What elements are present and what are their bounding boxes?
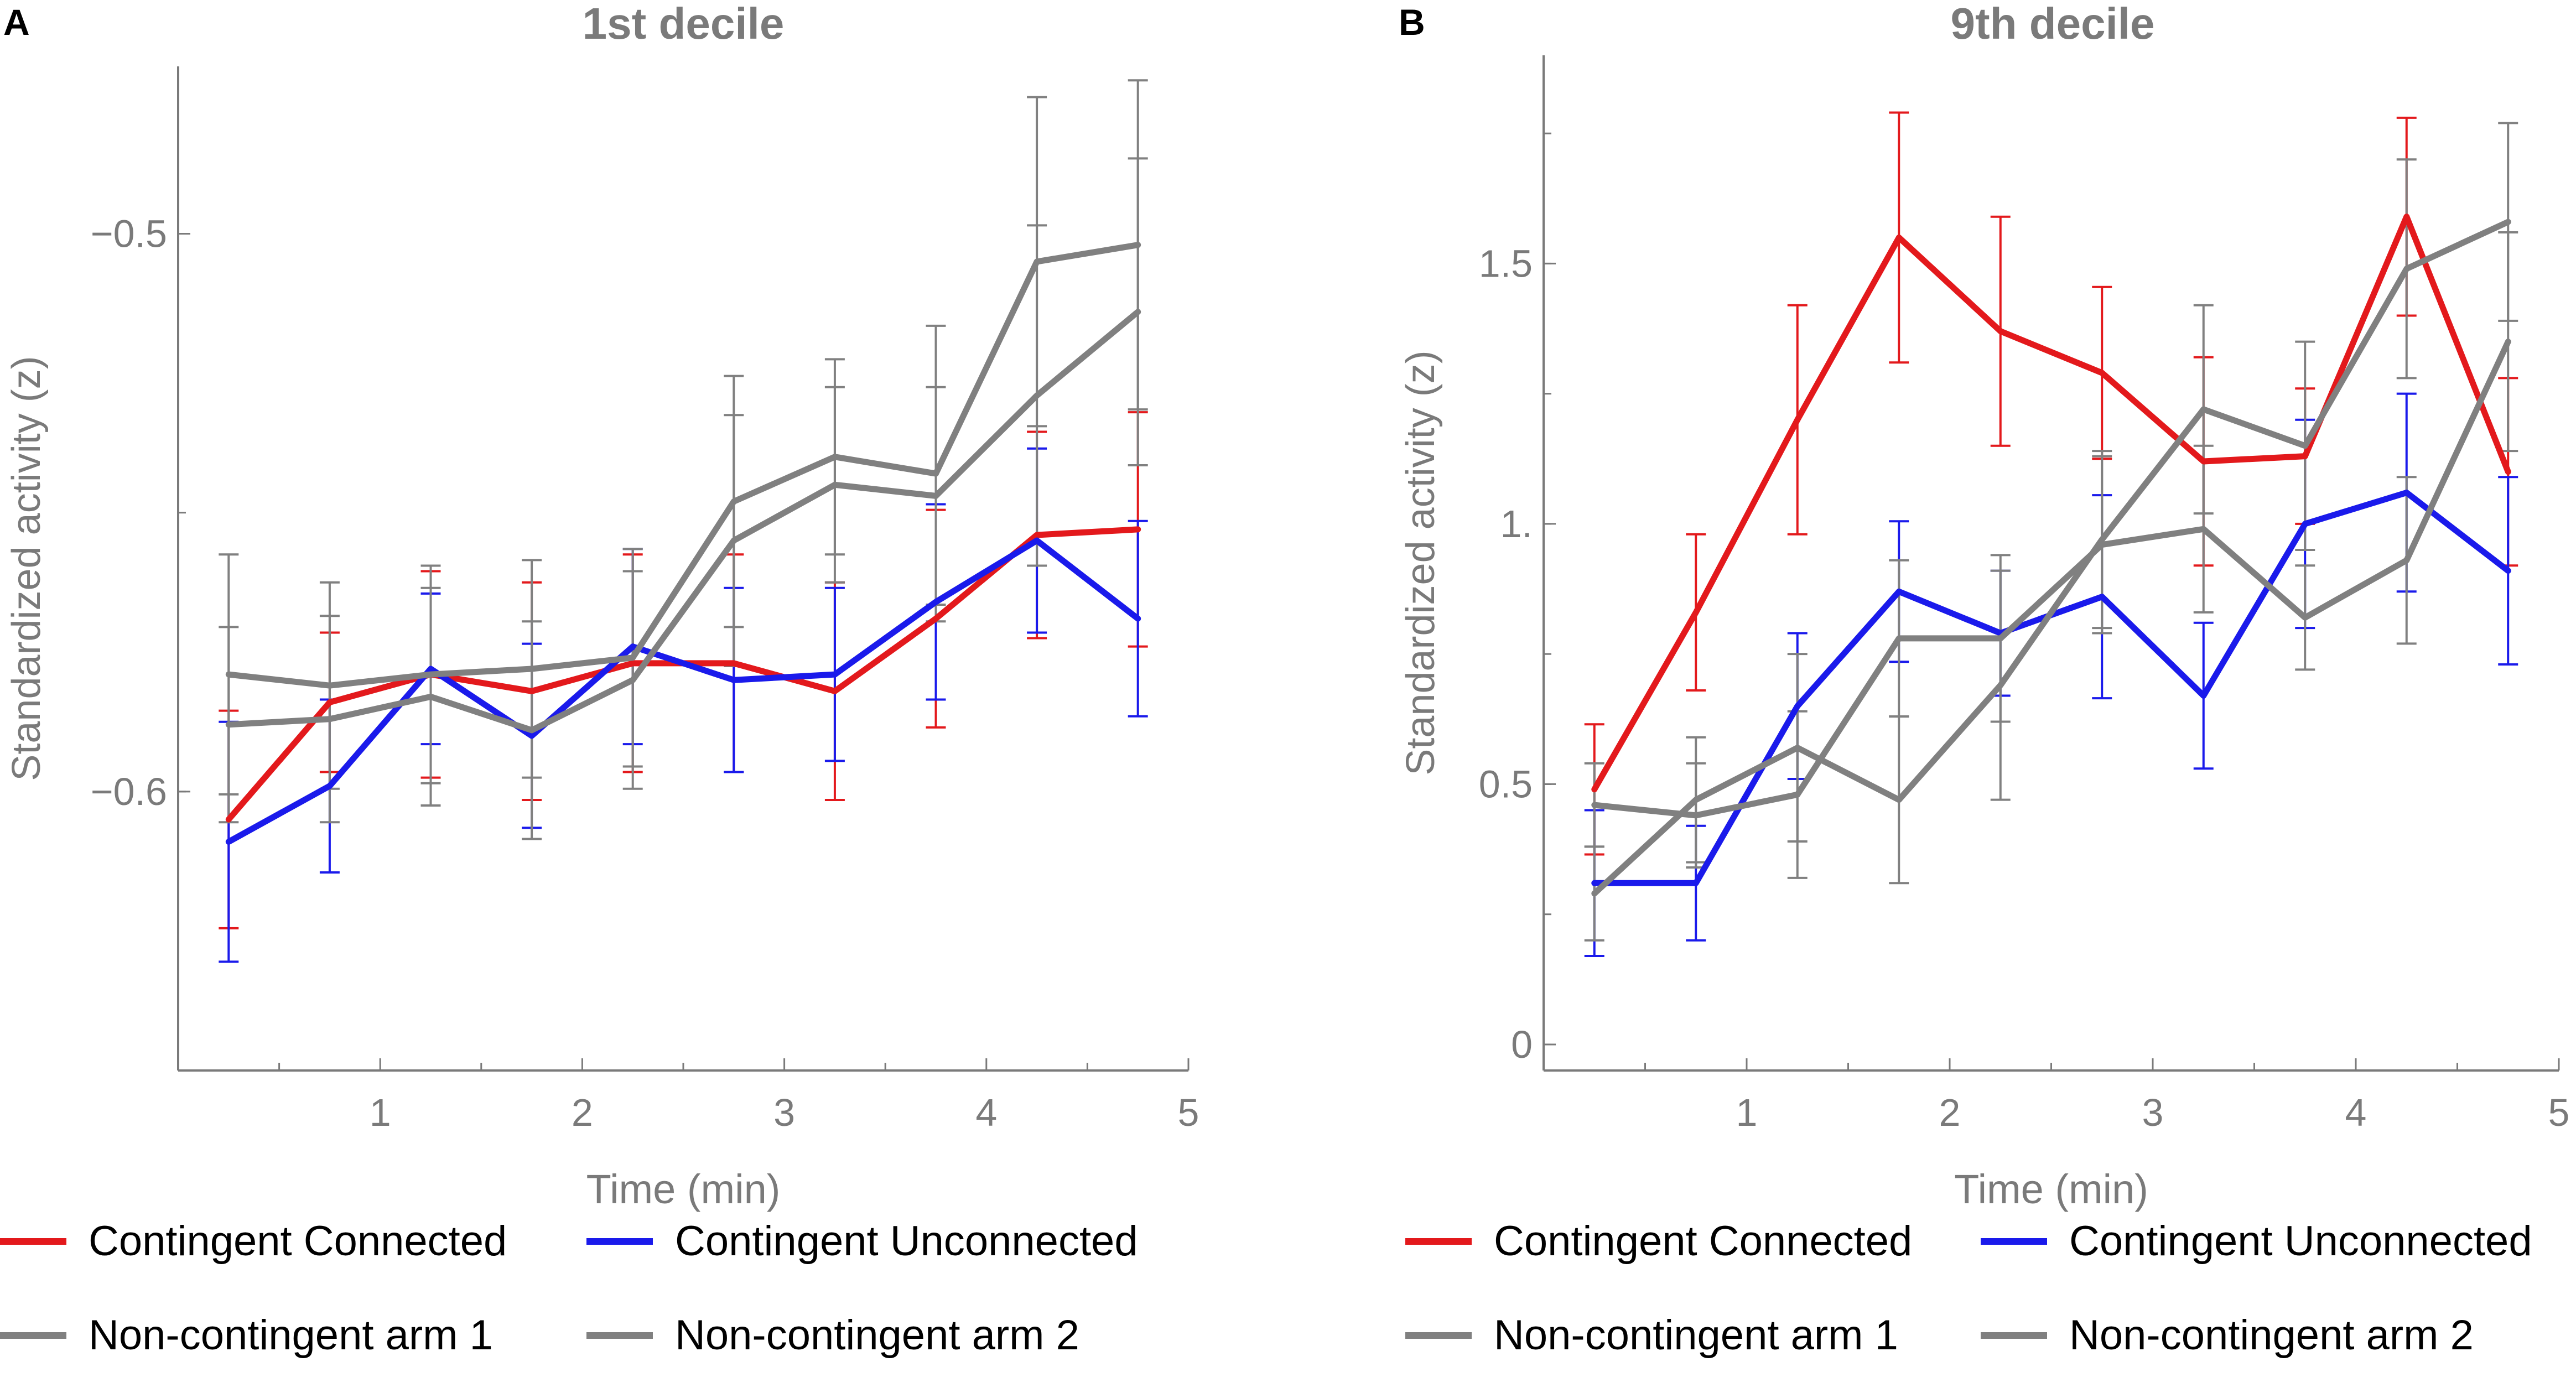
legend-swatch-noncontingent-arm-2 xyxy=(1981,1332,2047,1339)
series-line-contingent-unconnected xyxy=(225,537,1141,845)
legend-swatch-contingent-connected xyxy=(1405,1238,1472,1245)
y-tick-label: −0.5 xyxy=(91,212,167,256)
legend-item-noncontingent-arm-1: Non-contingent arm 1 xyxy=(0,1311,493,1359)
series-line-non-contingent-arm-1 xyxy=(1591,339,2511,819)
chart-a: 1 2 3 4 5 −0.6 −0.5 1st decile Time (min) Standar… xyxy=(4,0,1199,1212)
x-tick-label: 4 xyxy=(2345,1091,2367,1134)
legend-item-noncontingent-arm-2: Non-contingent arm 2 xyxy=(1981,1311,2474,1359)
chart-b: 1 2 3 4 5 0 0.5 1. 1.5 9th decile Time (min) Standa… xyxy=(1399,0,2570,1212)
legend-swatch-contingent-unconnected xyxy=(1981,1238,2047,1245)
panel-letter-a: A xyxy=(3,2,30,43)
legend-label-noncontingent-arm-1: Non-contingent arm 1 xyxy=(1494,1312,1898,1359)
series-line-non-contingent-arm-2 xyxy=(225,309,1141,734)
legend-label-contingent-connected: Contingent Connected xyxy=(1494,1218,1913,1265)
legend-item-contingent-unconnected: Contingent Unconnected xyxy=(1981,1217,2532,1265)
y-tick-label: 0 xyxy=(1511,1023,1533,1066)
y-tick-label: 0.5 xyxy=(1479,762,1533,805)
legend-label-noncontingent-arm-2: Non-contingent arm 2 xyxy=(2069,1312,2474,1359)
x-tick-label: 1 xyxy=(1736,1091,1758,1134)
y-axis-label: Standardized activity (z) xyxy=(1399,350,1443,775)
legend-swatch-noncontingent-arm-2 xyxy=(586,1332,653,1339)
y-axis-label: Standardized activity (z) xyxy=(4,356,49,781)
legend-swatch-noncontingent-arm-1 xyxy=(1405,1332,1472,1339)
legend-swatch-noncontingent-arm-1 xyxy=(0,1332,66,1339)
y-tick-label: −0.6 xyxy=(91,770,167,813)
x-tick-label: 1 xyxy=(370,1091,391,1134)
series-line-non-contingent-arm-1 xyxy=(225,242,1141,689)
x-tick-label: 2 xyxy=(572,1091,593,1134)
series-line-non-contingent-arm-2 xyxy=(1591,219,2511,897)
legend-b: Contingent Connected Contingent Unconnec… xyxy=(1405,1217,2576,1394)
legend-label-contingent-unconnected: Contingent Unconnected xyxy=(675,1218,1138,1265)
legend-item-contingent-unconnected: Contingent Unconnected xyxy=(586,1217,1138,1265)
legend-label-contingent-connected: Contingent Connected xyxy=(89,1218,507,1265)
y-tick-label: 1. xyxy=(1500,502,1533,545)
legend-swatch-contingent-unconnected xyxy=(586,1238,653,1245)
chart-title: 9th decile xyxy=(1950,0,2154,48)
legend-label-noncontingent-arm-2: Non-contingent arm 2 xyxy=(675,1312,1079,1359)
chart-title: 1st decile xyxy=(583,0,785,48)
x-tick-label: 5 xyxy=(1178,1091,1199,1134)
panel-letter-b: B xyxy=(1399,2,1425,43)
legend-item-noncontingent-arm-1: Non-contingent arm 1 xyxy=(1405,1311,1898,1359)
x-tick-label: 4 xyxy=(975,1091,997,1134)
x-axis-label: Time (min) xyxy=(586,1166,781,1212)
legend-label-contingent-unconnected: Contingent Unconnected xyxy=(2069,1218,2532,1265)
legend-item-contingent-connected: Contingent Connected xyxy=(0,1217,507,1265)
x-tick-label: 3 xyxy=(773,1091,795,1134)
legend-item-noncontingent-arm-2: Non-contingent arm 2 xyxy=(586,1311,1079,1359)
legend-a: Contingent Connected Contingent Unconnec… xyxy=(0,1217,1284,1394)
legend-swatch-contingent-connected xyxy=(0,1238,66,1245)
series-line-contingent-connected xyxy=(225,526,1141,823)
x-tick-label: 2 xyxy=(1939,1091,1961,1134)
series-line-contingent-connected xyxy=(1591,214,2511,793)
legend-label-noncontingent-arm-1: Non-contingent arm 1 xyxy=(89,1312,493,1359)
x-tick-label: 3 xyxy=(2142,1091,2164,1134)
y-tick-label: 1.5 xyxy=(1479,242,1533,285)
legend-item-contingent-connected: Contingent Connected xyxy=(1405,1217,1912,1265)
x-axis-label: Time (min) xyxy=(1954,1166,2148,1212)
x-tick-label: 5 xyxy=(2548,1091,2570,1134)
